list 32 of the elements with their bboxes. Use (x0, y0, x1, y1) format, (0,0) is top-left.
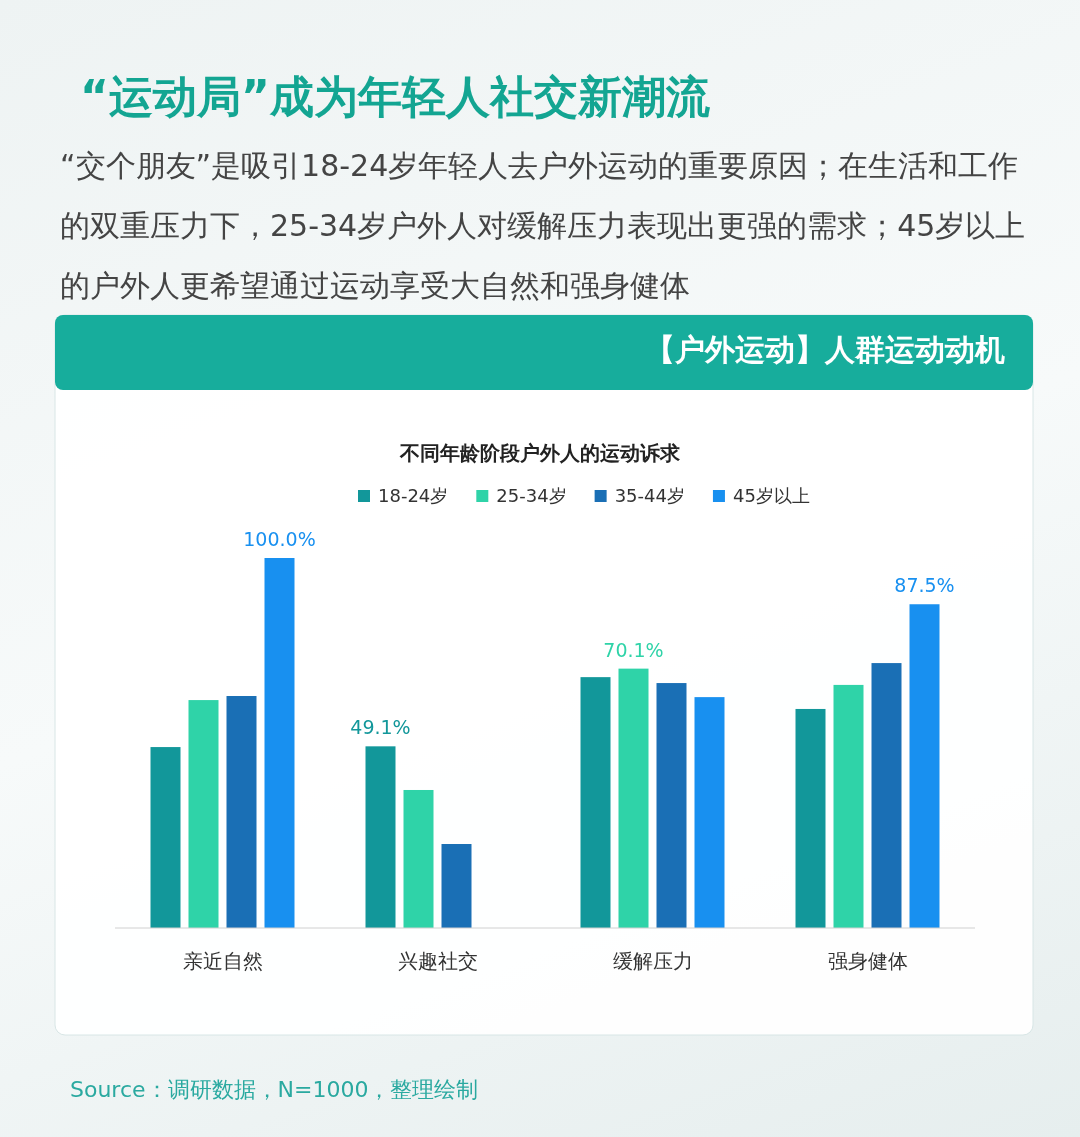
bar (150, 747, 181, 928)
bar (403, 789, 434, 928)
legend-label: 35-44岁 (614, 485, 685, 506)
data-label: 87.5% (894, 574, 955, 597)
legend-label: 25-34岁 (496, 485, 567, 506)
bar (264, 558, 295, 928)
bar (871, 663, 902, 928)
bar (694, 697, 725, 928)
chart-subtitle: 不同年龄阶段户外人的运动诉求 (399, 441, 681, 465)
bar (365, 746, 396, 928)
source-note: Source：调研数据，N=1000，整理绘制 (70, 1076, 479, 1104)
data-label: 70.1% (603, 638, 664, 661)
text: 【户外运动】人群运动动机 (645, 331, 1005, 369)
x-tick-label: 亲近自然 (182, 949, 263, 973)
bar (618, 668, 649, 928)
chart-title: “运动局”成为年轻人社交新潮流 (80, 70, 710, 124)
bar (226, 696, 257, 928)
bar (441, 844, 472, 928)
bar (833, 684, 864, 928)
bar (656, 683, 687, 928)
text: “交个朋友”是吸引18-24岁年轻人去户外运动的重要原因；在生活和工作的双重压力下，25-34岁户外人对缓解压力表现出更强的需求；45岁以上的户外人更希望通过运动享受大自然和强身健体 (60, 147, 1027, 305)
x-tick-label: 缓解压力 (612, 949, 693, 973)
legend-label: 18-24岁 (378, 485, 449, 506)
data-label: 49.1% (350, 716, 411, 739)
bar (909, 604, 940, 928)
bar (188, 700, 219, 928)
x-tick-label: 强身健体 (827, 949, 908, 973)
bar (795, 708, 826, 928)
bar (580, 677, 611, 928)
x-tick-label: 兴趣社交 (397, 949, 478, 973)
data-label: 100.0% (243, 528, 316, 550)
legend-label: 45岁以上 (732, 485, 810, 506)
